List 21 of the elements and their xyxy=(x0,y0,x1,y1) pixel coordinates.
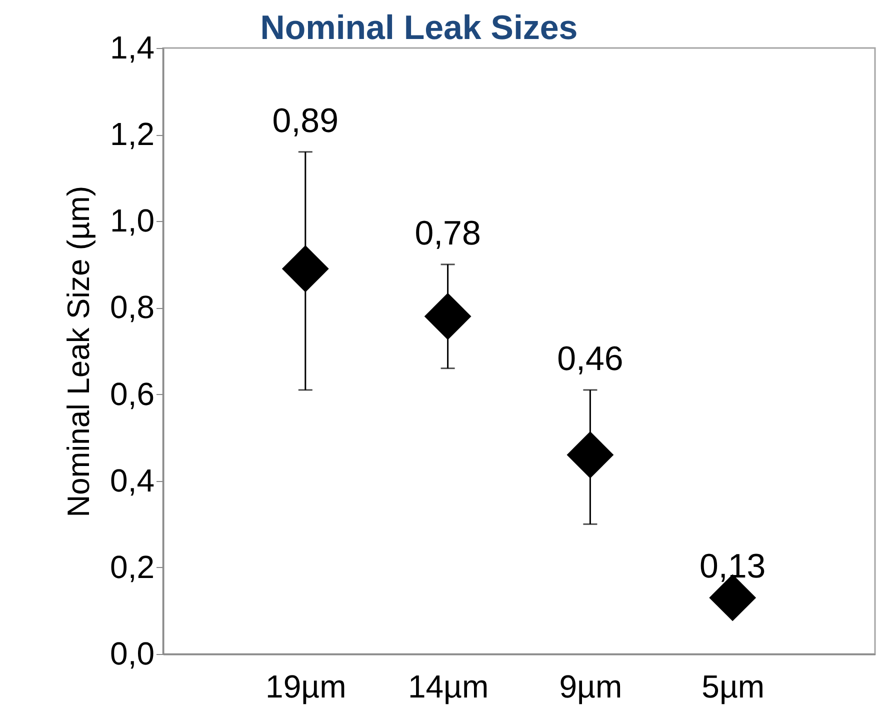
y-axis-title: Nominal Leak Size (µm) xyxy=(61,186,96,518)
y-tick-label: 1,4 xyxy=(110,30,154,66)
y-tick-label: 1,0 xyxy=(110,202,154,239)
y-tick-label: 0,8 xyxy=(110,289,154,326)
data-label: 0,89 xyxy=(272,102,338,140)
data-label: 0,13 xyxy=(700,548,766,586)
chart-title: Nominal Leak Sizes xyxy=(260,9,578,47)
x-tick-label: 9µm xyxy=(559,668,622,704)
y-tick-label: 0,6 xyxy=(110,376,154,412)
x-tick-label: 14µm xyxy=(408,668,489,704)
point xyxy=(566,431,614,478)
x-tick-label: 19µm xyxy=(266,668,346,704)
y-tick-label: 0,4 xyxy=(110,462,154,498)
y-tick-label: 0,2 xyxy=(110,548,154,585)
data-label: 0,78 xyxy=(414,214,481,252)
data-label: 0,46 xyxy=(557,340,624,378)
point xyxy=(282,245,329,292)
y-tick-label: 0,0 xyxy=(110,636,154,672)
point xyxy=(424,292,472,340)
x-tick-label: 5µm xyxy=(702,668,765,704)
y-tick-label: 1,2 xyxy=(110,116,154,152)
